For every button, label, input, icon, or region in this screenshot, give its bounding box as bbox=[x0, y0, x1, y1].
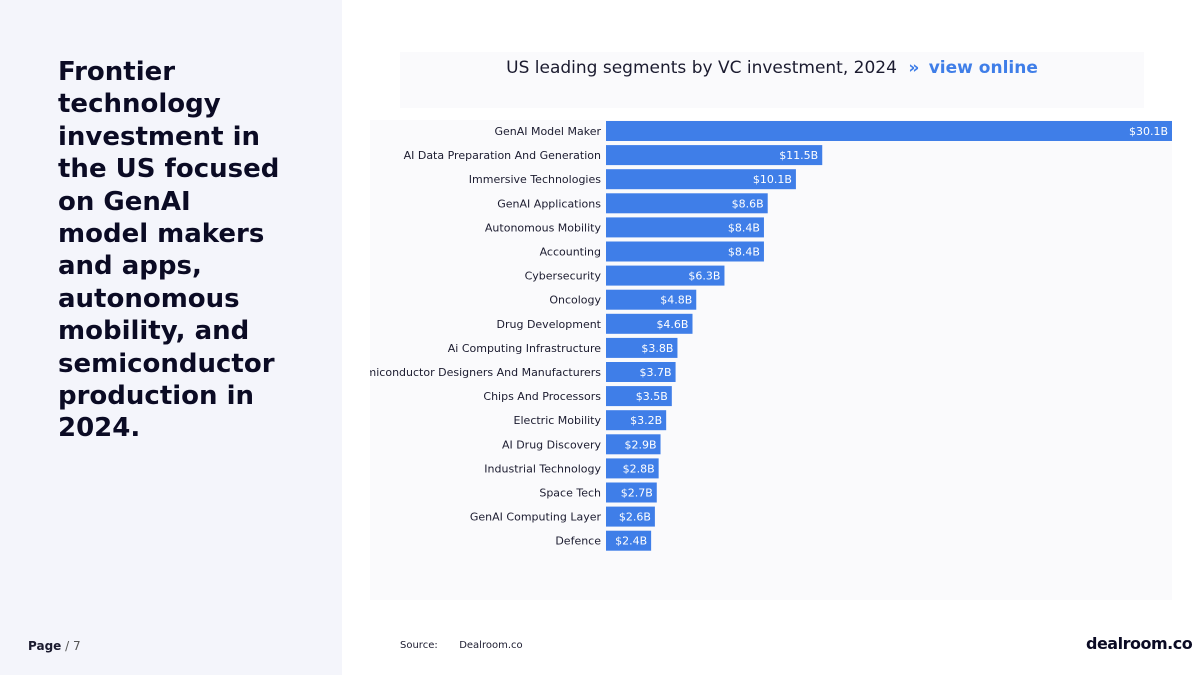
bar[interactable] bbox=[606, 434, 661, 455]
category-label: GenAI Model Maker bbox=[494, 125, 601, 138]
bar-value-label: $4.8B bbox=[660, 294, 692, 307]
bar-value-label: $3.7B bbox=[640, 366, 672, 379]
bar-value-label: $2.7B bbox=[621, 487, 653, 500]
bar[interactable] bbox=[606, 386, 672, 407]
bar[interactable] bbox=[606, 289, 697, 310]
page-label: Page bbox=[28, 639, 62, 653]
bar[interactable] bbox=[606, 482, 657, 503]
bar[interactable] bbox=[606, 458, 659, 479]
category-label: Immersive Technologies bbox=[469, 173, 601, 186]
bar[interactable] bbox=[606, 506, 655, 527]
category-label: Defence bbox=[555, 535, 601, 548]
source-value: Dealroom.co bbox=[459, 640, 523, 651]
bar-value-label: $30.1B bbox=[1129, 125, 1168, 138]
bar[interactable] bbox=[606, 193, 768, 214]
category-label: Drug Development bbox=[497, 318, 602, 331]
category-label: GenAI Computing Layer bbox=[470, 511, 602, 524]
bar-value-label: $2.8B bbox=[623, 462, 655, 475]
bar-chart: GenAI Model Maker $30.1B AI Data Preparati… bbox=[370, 121, 1172, 551]
chart-title: US leading segments by VC investment, 20… bbox=[400, 58, 1144, 78]
source-note: Source: Dealroom.co bbox=[400, 640, 523, 651]
bar-value-label: $6.3B bbox=[688, 270, 720, 283]
category-label: Cybersecurity bbox=[525, 270, 602, 283]
double-chevron-icon: » bbox=[908, 58, 920, 78]
category-label: Industrial Technology bbox=[484, 462, 601, 475]
category-label: Autonomous Mobility bbox=[485, 221, 602, 234]
category-label: Accounting bbox=[540, 246, 601, 259]
bar-value-label: $8.4B bbox=[728, 221, 760, 234]
page-headline: Frontier technology investment in the US… bbox=[58, 57, 280, 444]
bar-value-label: $3.2B bbox=[630, 414, 662, 427]
bar-value-label: $3.8B bbox=[641, 342, 673, 355]
category-label: Semiconductor Designers And Manufacturer… bbox=[370, 366, 601, 379]
bar[interactable] bbox=[606, 530, 652, 551]
category-label: Oncology bbox=[549, 294, 601, 307]
page-separator: / bbox=[65, 639, 70, 653]
category-label: Space Tech bbox=[539, 487, 601, 500]
left-panel: Frontier technology investment in the US… bbox=[0, 0, 342, 675]
chart-title-text: US leading segments by VC investment, 20… bbox=[506, 58, 897, 78]
bar[interactable] bbox=[606, 169, 796, 190]
bar-value-label: $8.6B bbox=[732, 197, 764, 210]
bar[interactable] bbox=[606, 313, 693, 334]
bar[interactable] bbox=[606, 362, 676, 382]
category-label: Chips And Processors bbox=[483, 390, 601, 403]
bar[interactable] bbox=[606, 337, 678, 358]
view-online-link[interactable]: view online bbox=[928, 58, 1038, 78]
chart-title-bar: US leading segments by VC investment, 20… bbox=[400, 52, 1144, 108]
category-label: Ai Computing Infrastructure bbox=[448, 342, 601, 355]
bar-value-label: $2.4B bbox=[615, 535, 647, 548]
page-number: 7 bbox=[73, 639, 81, 653]
category-label: Electric Mobility bbox=[514, 414, 602, 427]
bar[interactable] bbox=[606, 241, 764, 262]
bar-value-label: $2.9B bbox=[624, 438, 656, 451]
bar[interactable] bbox=[606, 217, 764, 238]
category-label: GenAI Applications bbox=[497, 197, 601, 210]
bar-value-label: $2.6B bbox=[619, 511, 651, 524]
bar-value-label: $10.1B bbox=[753, 173, 792, 186]
bar[interactable] bbox=[606, 121, 1172, 141]
bar-value-label: $8.4B bbox=[728, 246, 760, 259]
bar[interactable] bbox=[606, 145, 823, 166]
source-label: Source: bbox=[400, 640, 438, 651]
chart-area: GenAI Model Maker $30.1B AI Data Preparati… bbox=[370, 120, 1172, 600]
bar-value-label: $3.5B bbox=[636, 390, 668, 403]
bar[interactable] bbox=[606, 265, 725, 286]
bar-value-label: $4.6B bbox=[656, 318, 688, 331]
bar-value-label: $11.5B bbox=[779, 149, 818, 162]
category-label: AI Drug Discovery bbox=[502, 438, 602, 451]
dealroom-logo[interactable]: dealroom.co bbox=[1086, 634, 1193, 653]
category-label: AI Data Preparation And Generation bbox=[404, 149, 601, 162]
page-indicator: Page / 7 bbox=[28, 639, 81, 653]
bar[interactable] bbox=[606, 410, 667, 431]
